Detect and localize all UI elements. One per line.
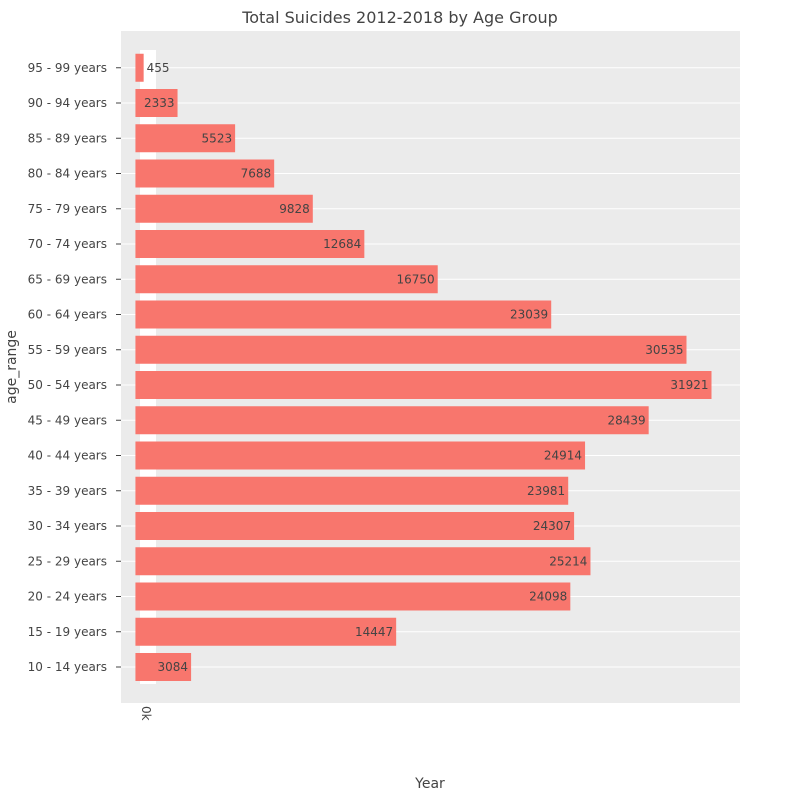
data-label-45-49years: 28439 <box>607 413 645 427</box>
x-axis-label: Year <box>414 776 445 792</box>
y-tick-label-95-99years: 95 - 99 years <box>28 61 107 75</box>
data-label-75-79years: 9828 <box>279 202 310 216</box>
y-tick-label-80-84years: 80 - 84 years <box>28 167 107 181</box>
bar-40-44years <box>135 441 586 470</box>
x-tick-label: 0k <box>139 706 153 721</box>
y-tick-label-70-74years: 70 - 74 years <box>28 237 107 251</box>
y-tick-label-75-79years: 75 - 79 years <box>28 202 107 216</box>
bar-15-19years <box>135 617 397 646</box>
data-label-95-99years: 455 <box>147 61 170 75</box>
bar-90-94years <box>135 89 178 117</box>
y-tick-label-60-64years: 60 - 64 years <box>28 308 107 322</box>
label-layer: 3084 14447 24098 25214 24307 23981 24914 28439 3… <box>144 61 709 674</box>
bar-10-14years <box>135 653 192 681</box>
bar-30-34years <box>135 512 575 540</box>
bar-75-79years <box>135 194 313 223</box>
data-label-70-74years: 12684 <box>323 237 361 251</box>
bar-layer <box>135 53 712 681</box>
data-label-65-69years: 16750 <box>397 272 435 286</box>
data-label-85-89years: 5523 <box>202 131 233 145</box>
data-label-60-64years: 23039 <box>510 308 548 322</box>
data-label-15-19years: 14447 <box>355 625 393 639</box>
data-label-55-59years: 30535 <box>645 343 683 357</box>
y-tick-label-35-39years: 35 - 39 years <box>28 484 107 498</box>
bar-85-89years <box>135 124 236 153</box>
bar-45-49years <box>135 406 649 435</box>
chart-title: Total Suicides 2012-2018 by Age Group <box>242 8 558 27</box>
data-label-20-24years: 24098 <box>529 590 567 604</box>
bar-20-24years <box>135 582 571 611</box>
y-tick-label-55-59years: 55 - 59 years <box>28 343 107 357</box>
y-tick-label-65-69years: 65 - 69 years <box>28 272 107 286</box>
y-tick-label-45-49years: 45 - 49 years <box>28 413 107 427</box>
bar-60-64years <box>135 300 552 329</box>
y-tick-label-15-19years: 15 - 19 years <box>28 625 107 639</box>
data-label-80-84years: 7688 <box>241 167 272 181</box>
bar-65-69years <box>135 265 438 294</box>
y-tick-label-20-24years: 20 - 24 years <box>28 590 107 604</box>
y-tick-layer: 10 - 14 years 15 - 19 years 20 - 24 years 2… <box>28 61 121 674</box>
y-tick-label-25-29years: 25 - 29 years <box>28 554 107 568</box>
data-label-40-44years: 24914 <box>544 449 582 463</box>
bar-70-74years <box>135 230 365 258</box>
bar-80-84years <box>135 159 275 188</box>
data-label-35-39years: 23981 <box>527 484 565 498</box>
data-label-30-34years: 24307 <box>533 519 571 533</box>
data-label-90-94years: 2333 <box>144 96 175 110</box>
data-label-25-29years: 25214 <box>549 554 587 568</box>
y-axis-label: age_range <box>4 330 20 404</box>
bar-95-99years <box>135 53 144 82</box>
bar-25-29years <box>135 547 591 576</box>
y-tick-label-10-14years: 10 - 14 years <box>28 660 107 674</box>
y-tick-label-40-44years: 40 - 44 years <box>28 449 107 463</box>
bar-50-54years <box>135 371 712 399</box>
y-tick-label-30-34years: 30 - 34 years <box>28 519 107 533</box>
data-label-50-54years: 31921 <box>670 378 708 392</box>
bar-35-39years <box>135 476 569 505</box>
y-tick-label-50-54years: 50 - 54 years <box>28 378 107 392</box>
y-tick-label-90-94years: 90 - 94 years <box>28 96 107 110</box>
bar-55-59years <box>135 335 687 364</box>
y-tick-label-85-89years: 85 - 89 years <box>28 131 107 145</box>
data-label-10-14years: 3084 <box>158 660 189 674</box>
